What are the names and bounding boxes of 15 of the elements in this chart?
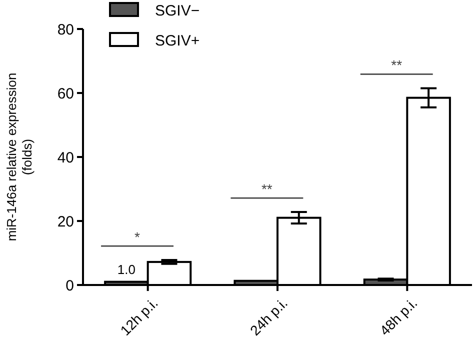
y-tick-label: 0	[66, 277, 74, 294]
legend-label: SGIV+	[155, 32, 200, 50]
x-tick-label: 24h p.i.	[246, 294, 291, 339]
annotation: **	[261, 181, 273, 198]
y-axis-title: miR-146a relative expression (folds)	[4, 72, 35, 242]
y-tick-label: 80	[57, 21, 74, 38]
y-tick-label: 40	[57, 149, 74, 166]
annotation: **	[391, 57, 403, 74]
y-tick-label: 60	[57, 85, 74, 102]
legend-label: SGIV−	[155, 2, 200, 20]
y-tick-label: 20	[57, 213, 74, 230]
x-tick-label: 48h p.i.	[376, 294, 420, 339]
annotation: *	[134, 229, 141, 246]
x-tick-label: 12h p.i.	[117, 294, 161, 339]
data-label: 1.0	[117, 262, 136, 277]
